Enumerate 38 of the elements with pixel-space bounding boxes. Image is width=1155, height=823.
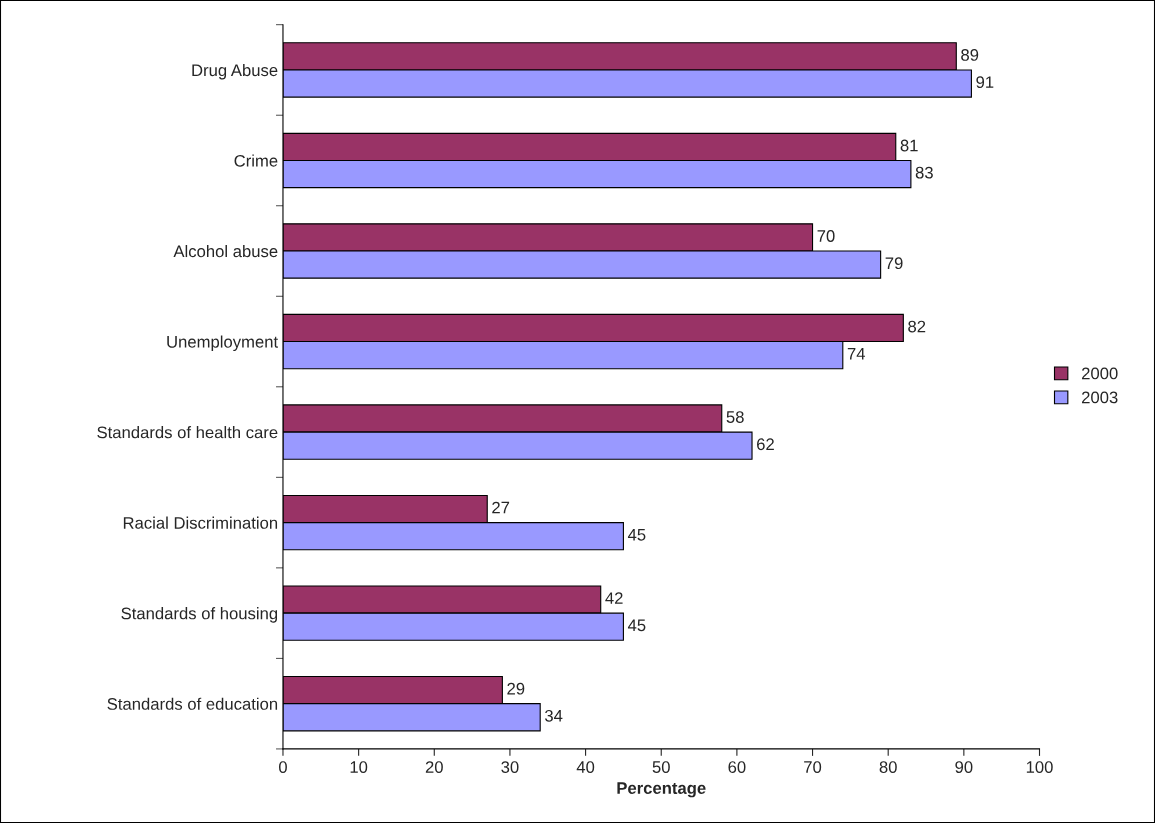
- y-tick-label: Standards of housing: [121, 607, 278, 623]
- y-tick-label: Drug Abuse: [192, 63, 278, 80]
- data-label: 27: [492, 501, 510, 514]
- data-label: 83: [915, 166, 933, 179]
- data-label: 45: [627, 529, 646, 541]
- data-label: 89: [961, 49, 979, 61]
- x-tick-label: 100: [1026, 761, 1053, 773]
- data-label: 74: [847, 347, 866, 360]
- x-tick-label: 70: [804, 761, 822, 773]
- x-tick-label: 80: [879, 761, 897, 773]
- data-label: 91: [976, 76, 994, 89]
- data-label: 58: [726, 411, 744, 423]
- y-tick-label: Alcohol abuse: [173, 244, 278, 258]
- data-label: 70: [817, 230, 835, 242]
- data-label: 79: [885, 257, 903, 270]
- x-tick-label: 20: [425, 761, 443, 773]
- data-label: 81: [900, 139, 918, 152]
- data-label: 42: [605, 592, 623, 604]
- data-label: 82: [908, 320, 926, 333]
- data-label: 34: [545, 709, 563, 722]
- y-tick-label: Crime: [234, 154, 278, 167]
- x-tick-label: 30: [501, 761, 519, 773]
- y-tick-label: Racial Discrimination: [123, 516, 278, 529]
- y-tick-label: Standards of health care: [97, 426, 278, 439]
- y-tick-label: Unemployment: [167, 335, 278, 352]
- x-tick-label: 0: [278, 761, 287, 773]
- x-axis-title: Percentage: [617, 782, 706, 798]
- x-tick-label: 40: [576, 761, 595, 773]
- y-tick-label: Standards of education: [107, 697, 278, 710]
- x-tick-label: 50: [652, 761, 670, 773]
- data-label: 29: [507, 682, 525, 695]
- x-tick-label: 60: [728, 761, 746, 773]
- legend-label: 2003: [1082, 391, 1118, 404]
- x-tick-label: 10: [350, 761, 368, 773]
- data-label: 62: [757, 438, 774, 451]
- legend-label: 2000: [1082, 367, 1118, 380]
- data-label: 45: [627, 619, 646, 632]
- x-tick-label: 90: [955, 761, 973, 773]
